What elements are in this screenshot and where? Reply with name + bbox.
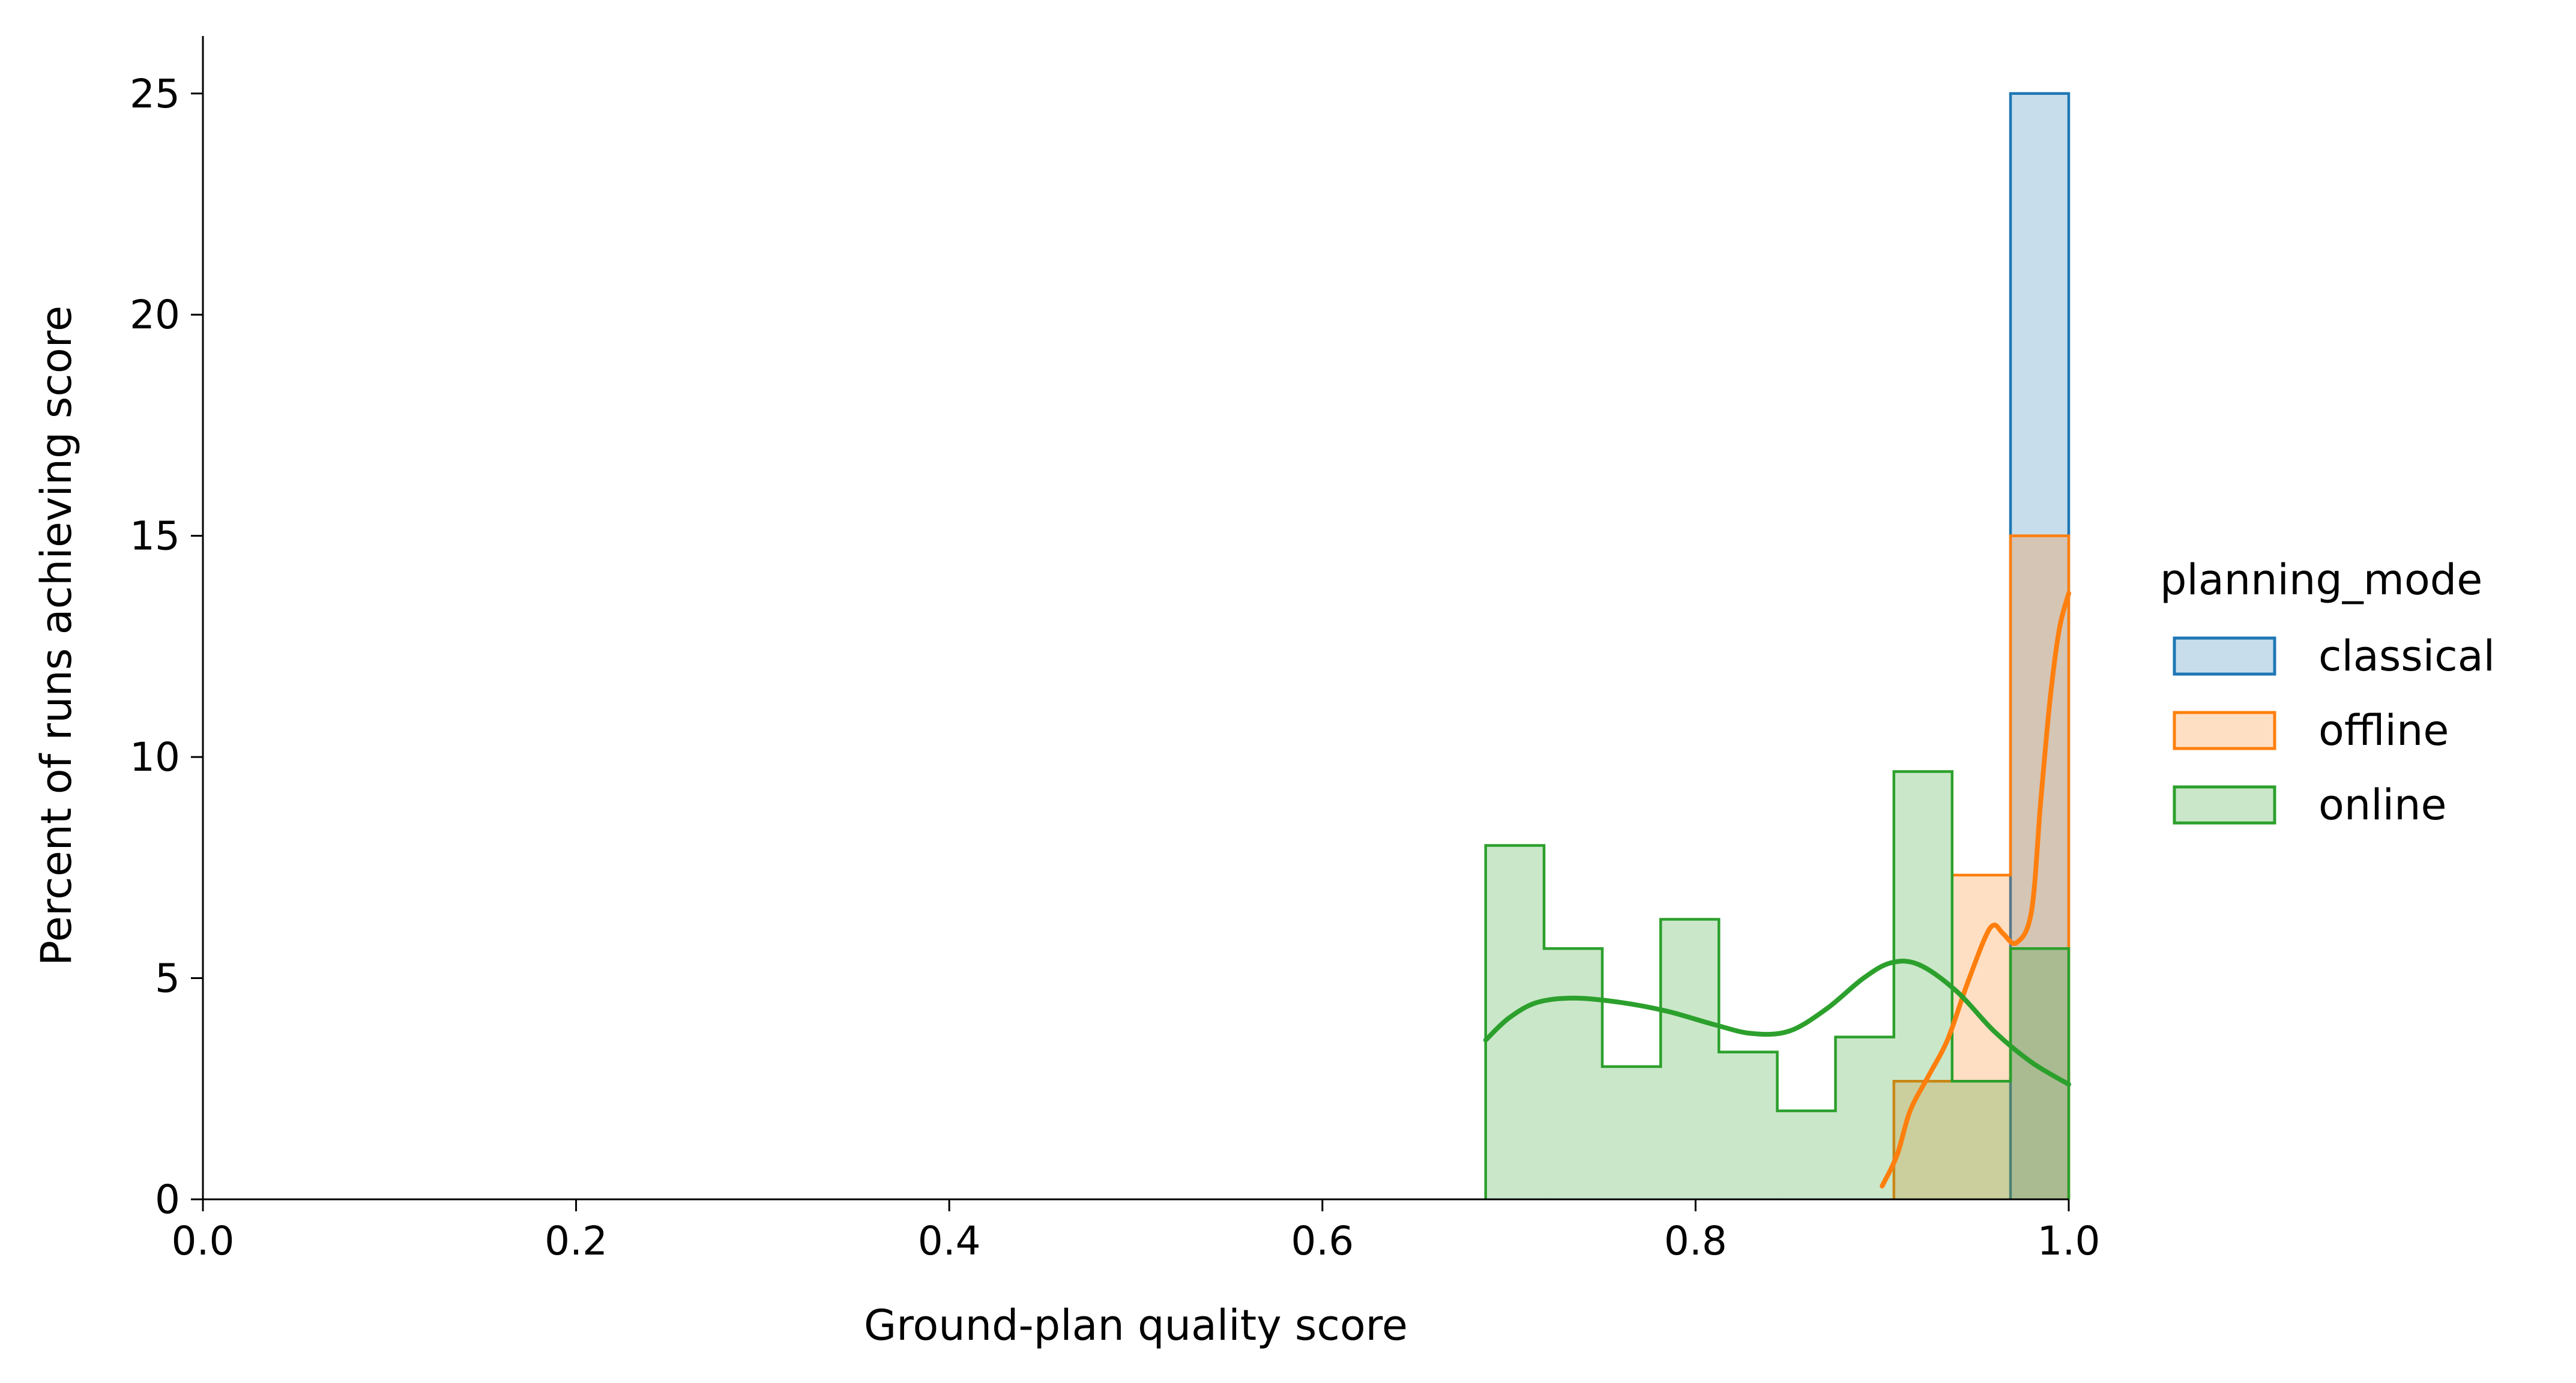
bar-online-1: [1544, 948, 1602, 1199]
legend-item-classical: classical: [2173, 631, 2495, 681]
legend-item-online: online: [2173, 780, 2447, 830]
kde-curve-online: [1483, 959, 2071, 1087]
x-tick-label: 1.0: [2038, 1218, 2101, 1264]
x-tick-label: 0.8: [1664, 1218, 1727, 1264]
x-axis-title: Ground-plan quality score: [864, 1301, 1408, 1350]
legend-title: planning_mode: [2160, 555, 2482, 604]
legend-label: classical: [2318, 631, 2495, 681]
bar-online-0: [1485, 845, 1545, 1199]
x-tick-label: 0.6: [1291, 1218, 1354, 1264]
x-tick-label: 0.2: [544, 1218, 608, 1264]
bar-online-4: [1719, 1052, 1778, 1199]
series-online: [1484, 770, 2071, 1199]
series-offline: [1892, 534, 2071, 1200]
y-tick-label: 10: [130, 734, 180, 780]
bar-classical-0: [2010, 93, 2069, 1199]
legend-label: online: [2318, 780, 2447, 830]
bar-online-3: [1661, 919, 1719, 1199]
plot-area: [1483, 92, 2071, 1200]
outline-online: [1484, 770, 2071, 1199]
outline-offline: [1892, 534, 2071, 1199]
legend-swatch: [2173, 785, 2276, 825]
axes: 0.0 0.2 0.4 0.6 0.8 1.0 0 5 10 15 20 25 Ground-plan …: [32, 36, 2100, 1350]
bar-online-6: [1835, 1037, 1894, 1199]
legend-label: offline: [2318, 706, 2449, 755]
legend-swatch: [2173, 711, 2276, 750]
bar-online-2: [1602, 1066, 1661, 1199]
legend-swatch: [2173, 636, 2276, 676]
kde-curve-offline: [1880, 591, 2071, 1189]
bar-offline-2: [2010, 535, 2069, 1200]
bar-online-8: [1952, 1081, 2011, 1199]
x-tick-label: 0.4: [918, 1218, 981, 1264]
x-tick-label: 0.0: [172, 1218, 235, 1264]
legend: planning_mode classical offline online: [2160, 555, 2495, 830]
y-tick-label: 15: [130, 513, 180, 559]
y-tick-label: 25: [130, 71, 180, 117]
y-tick-label: 20: [130, 292, 180, 338]
bar-online-9: [2010, 948, 2069, 1199]
y-tick-label: 0: [155, 1177, 180, 1223]
bar-online-5: [1777, 1110, 1836, 1199]
y-axis-title: Percent of runs achieving score: [32, 306, 81, 966]
y-tick-label: 5: [155, 956, 180, 1002]
legend-item-offline: offline: [2173, 706, 2449, 755]
